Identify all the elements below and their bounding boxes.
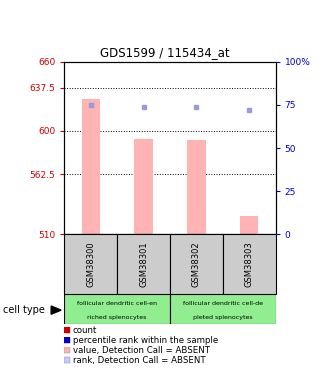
Text: value, Detection Call = ABSENT: value, Detection Call = ABSENT	[73, 346, 210, 355]
Bar	[170, 294, 276, 324]
Text: count: count	[73, 326, 97, 335]
Text: percentile rank within the sample: percentile rank within the sample	[73, 336, 218, 345]
Text: GSM38301: GSM38301	[139, 242, 148, 287]
Text: follicular dendritic cell-en: follicular dendritic cell-en	[77, 302, 157, 306]
Bar	[82, 99, 100, 234]
Bar	[64, 294, 170, 324]
Bar	[240, 216, 258, 234]
Text: pleted splenocytes: pleted splenocytes	[193, 315, 252, 320]
Text: GDS1599 / 115434_at: GDS1599 / 115434_at	[100, 46, 230, 59]
Bar	[223, 234, 276, 294]
Text: GSM38300: GSM38300	[86, 242, 95, 287]
Text: GSM38303: GSM38303	[245, 242, 254, 287]
Bar	[64, 234, 117, 294]
Text: rank, Detection Call = ABSENT: rank, Detection Call = ABSENT	[73, 356, 205, 364]
Bar	[134, 139, 153, 234]
Text: follicular dendritic cell-de: follicular dendritic cell-de	[183, 302, 263, 306]
Bar	[187, 140, 206, 234]
Text: riched splenocytes: riched splenocytes	[87, 315, 147, 320]
Text: GSM38302: GSM38302	[192, 242, 201, 287]
Text: cell type: cell type	[3, 305, 45, 315]
Polygon shape	[51, 306, 61, 314]
Bar	[170, 234, 223, 294]
Bar	[117, 234, 170, 294]
